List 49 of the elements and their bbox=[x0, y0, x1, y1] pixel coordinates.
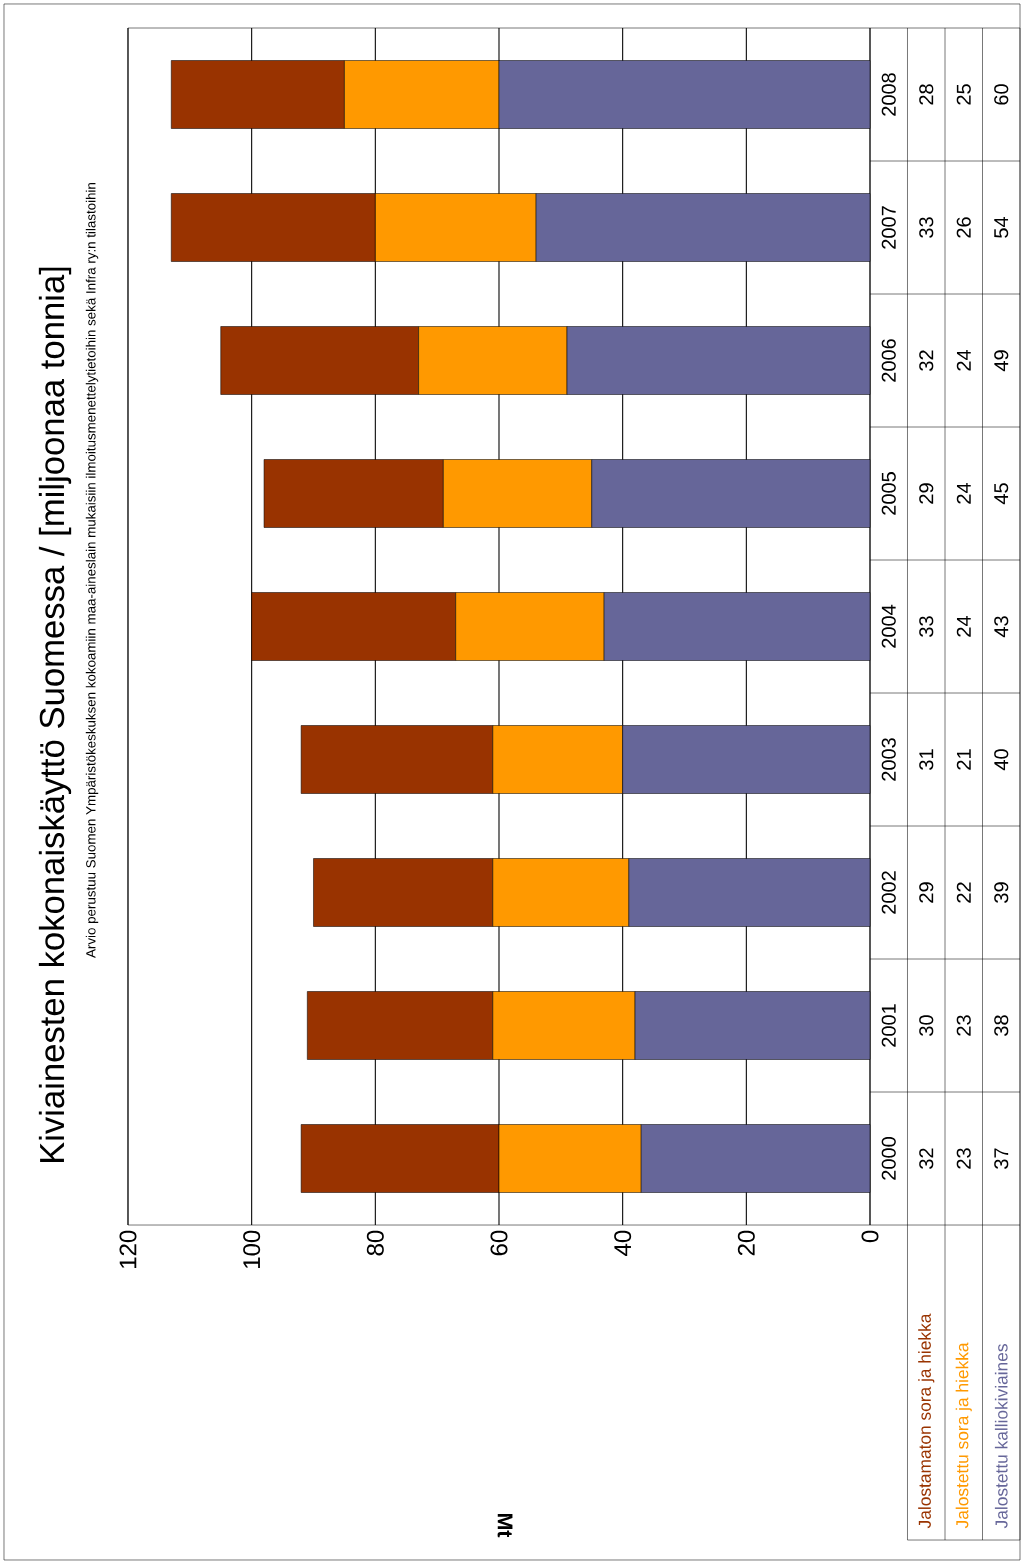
data-label: 29 bbox=[919, 483, 934, 504]
x-tick-label: 0 bbox=[861, 1230, 879, 1243]
x-tick-label: 60 bbox=[490, 1230, 508, 1256]
y-tick-label: 2005 bbox=[881, 472, 896, 515]
y-tick-label: 2004 bbox=[881, 604, 896, 648]
data-label: 28 bbox=[919, 84, 934, 105]
data-label: 40 bbox=[994, 749, 1009, 771]
text: Arvio perustuu Suomen Ympäristökeskuksen kokoamiin maa-aineslain mukaisiin ilmoitusmenettelytietoihin sekä Infra ry:n tilastoihin bbox=[85, 183, 99, 958]
text: Jalostamaton sora ja hiekka bbox=[918, 1313, 935, 1529]
data-label: 43 bbox=[994, 616, 1009, 638]
data-label: 33 bbox=[919, 616, 934, 637]
data-label: 29 bbox=[919, 882, 934, 903]
y-tick-label: 2006 bbox=[881, 339, 896, 382]
x-tick-label: 40 bbox=[614, 1230, 632, 1256]
y-tick-label: 2002 bbox=[881, 871, 896, 914]
y-tick-label: 2001 bbox=[881, 1004, 896, 1047]
x-tick-label: 80 bbox=[366, 1230, 384, 1256]
data-label: 31 bbox=[919, 749, 934, 770]
data-label: 23 bbox=[956, 1148, 971, 1169]
x-tick-label: 120 bbox=[119, 1230, 137, 1268]
data-label: 21 bbox=[956, 749, 971, 770]
data-label: 45 bbox=[994, 483, 1009, 505]
data-label: 26 bbox=[956, 217, 971, 238]
data-label: 25 bbox=[956, 84, 971, 105]
data-label: 32 bbox=[919, 350, 934, 371]
x-tick-label: 100 bbox=[243, 1230, 261, 1268]
data-label: 39 bbox=[994, 882, 1009, 903]
data-label: 23 bbox=[956, 1015, 971, 1036]
data-label: 37 bbox=[994, 1148, 1009, 1169]
data-label: 49 bbox=[994, 350, 1009, 372]
data-label: 38 bbox=[994, 1015, 1009, 1036]
x-tick-label: 20 bbox=[737, 1230, 755, 1256]
text: Mt bbox=[497, 1513, 513, 1538]
y-tick-label: 2008 bbox=[881, 73, 896, 116]
data-label: 60 bbox=[994, 84, 1009, 105]
data-label: 33 bbox=[919, 217, 934, 238]
data-label: 30 bbox=[919, 1015, 934, 1036]
data-label: 54 bbox=[994, 216, 1009, 238]
text: Jalostettu kalliokiviaines bbox=[994, 1344, 1008, 1529]
y-tick-label: 2000 bbox=[881, 1137, 896, 1180]
text: Kiviainesten kokonaiskäyttö Suomessa / [miljoonaa tonnia] bbox=[38, 267, 72, 1163]
data-label: 24 bbox=[956, 349, 971, 371]
data-label: 24 bbox=[956, 482, 971, 504]
y-tick-label: 2007 bbox=[881, 206, 896, 249]
text: Jalostettu sora ja hiekka bbox=[955, 1342, 972, 1529]
data-label: 24 bbox=[956, 615, 971, 637]
data-label: 22 bbox=[956, 882, 971, 903]
data-label: 32 bbox=[919, 1148, 934, 1169]
y-tick-label: 2003 bbox=[881, 738, 896, 781]
